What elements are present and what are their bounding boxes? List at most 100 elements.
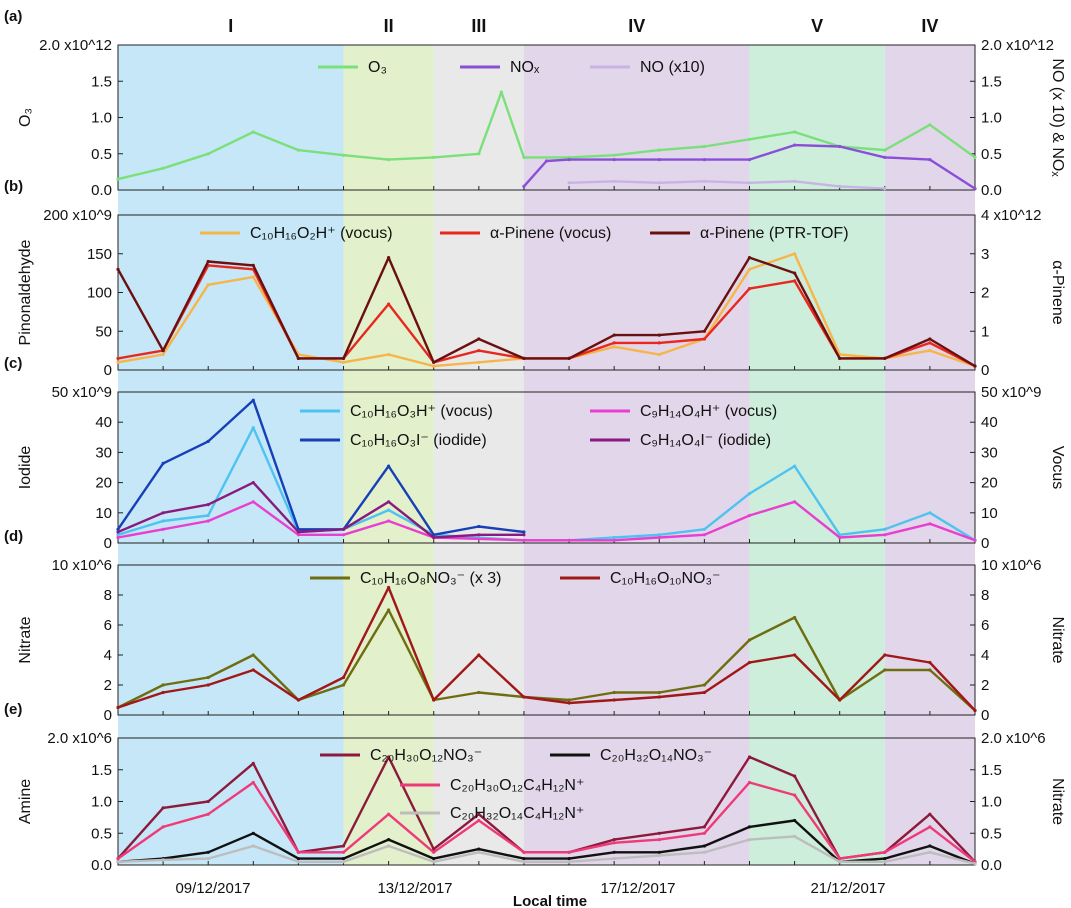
data-point: [973, 187, 976, 190]
y-right-tick-label: 0.5: [981, 146, 1002, 163]
data-point: [522, 156, 525, 159]
data-point: [883, 528, 886, 531]
data-point: [116, 857, 119, 860]
data-point: [748, 181, 751, 184]
data-point: [793, 272, 796, 275]
data-point: [297, 851, 300, 854]
period-label: I: [228, 16, 233, 36]
y-tick-label: 0.0: [91, 182, 112, 199]
y-axis-title: O₃: [17, 108, 34, 127]
y-axis-title: Nitrate: [17, 616, 34, 663]
y-right-tick-label: 10: [981, 505, 998, 522]
y-right-axis-title: Vocus: [1049, 446, 1066, 490]
y-right-tick-label: 20: [981, 475, 998, 492]
legend-label: C₁₀H₁₆O₂H⁺ (vocus): [250, 225, 393, 242]
data-point: [568, 857, 571, 860]
y-axis-title: Amine: [17, 779, 34, 824]
data-point: [116, 530, 119, 533]
data-point: [748, 138, 751, 141]
y-right-tick-label: 3: [981, 246, 989, 263]
data-point: [973, 709, 976, 712]
legend-label: C₂₀H₃₀O₁₂NO₃⁻: [370, 747, 482, 764]
data-point: [297, 698, 300, 701]
data-point: [162, 528, 165, 531]
data-point: [477, 152, 480, 155]
y-tick-label: 0: [104, 707, 112, 724]
data-point: [748, 514, 751, 517]
data-point: [387, 519, 390, 522]
period-labels: I II III IV V IV: [228, 16, 938, 36]
data-point: [522, 530, 525, 533]
legend-label: C₂₀H₃₂O₁₄NO₃⁻: [600, 747, 712, 764]
y-right-tick-label: 0: [981, 535, 989, 552]
data-point: [613, 154, 616, 157]
data-point: [432, 156, 435, 159]
data-point: [748, 256, 751, 259]
data-point: [297, 530, 300, 533]
data-point: [703, 528, 706, 531]
data-point: [297, 860, 300, 863]
data-point: [432, 851, 435, 854]
data-point: [658, 334, 661, 337]
data-point: [207, 683, 210, 686]
data-point: [658, 695, 661, 698]
data-point: [568, 701, 571, 704]
data-point: [658, 854, 661, 857]
data-point: [658, 832, 661, 835]
data-point: [207, 851, 210, 854]
data-point: [658, 691, 661, 694]
data-point: [613, 539, 616, 542]
data-point: [387, 353, 390, 356]
data-point: [568, 158, 571, 161]
period-band: [524, 45, 750, 865]
y-tick-label: 4: [104, 647, 112, 664]
y-tick-label: 2: [104, 677, 112, 694]
legend-label: C₂₀H₃₀O₁₂C₄H₁₂N⁺: [450, 777, 584, 794]
data-point: [342, 676, 345, 679]
data-point: [252, 399, 255, 402]
data-point: [116, 178, 119, 181]
y-right-tick-label: 2: [981, 677, 989, 694]
data-point: [793, 465, 796, 468]
data-point: [207, 800, 210, 803]
data-point: [162, 691, 165, 694]
data-point: [568, 851, 571, 854]
legend-label: C₁₀H₁₆O₁₀NO₃⁻: [610, 570, 720, 587]
data-point: [658, 536, 661, 539]
data-point: [748, 755, 751, 758]
data-point: [928, 522, 931, 525]
y-tick-label: 6: [104, 617, 112, 634]
data-point: [703, 825, 706, 828]
data-point: [613, 857, 616, 860]
y-right-tick-label: 1.0: [981, 110, 1002, 127]
period-label: II: [384, 16, 394, 36]
data-point: [748, 158, 751, 161]
data-point: [477, 691, 480, 694]
legend-label: α-Pinene (vocus): [490, 225, 611, 242]
data-point: [252, 264, 255, 267]
data-point: [838, 857, 841, 860]
data-point: [793, 835, 796, 838]
period-band: [344, 45, 434, 865]
period-label: III: [471, 16, 486, 36]
y-axis-title: Iodide: [17, 446, 34, 490]
data-point: [928, 668, 931, 671]
y-axis-title: Pinonaldehyde: [17, 239, 34, 345]
data-point: [748, 638, 751, 641]
data-point: [838, 357, 841, 360]
data-point: [928, 158, 931, 161]
data-point: [522, 357, 525, 360]
data-point: [748, 825, 751, 828]
period-band: [749, 45, 884, 865]
data-point: [252, 275, 255, 278]
x-tick-label: 13/12/2017: [377, 880, 452, 897]
y-right-tick-label: 1.5: [981, 73, 1002, 90]
data-point: [883, 533, 886, 536]
data-point: [793, 130, 796, 133]
data-point: [883, 851, 886, 854]
data-point: [793, 819, 796, 822]
data-point: [207, 813, 210, 816]
data-point: [522, 185, 525, 188]
data-point: [342, 154, 345, 157]
y-right-tick-label: 1: [981, 323, 989, 340]
